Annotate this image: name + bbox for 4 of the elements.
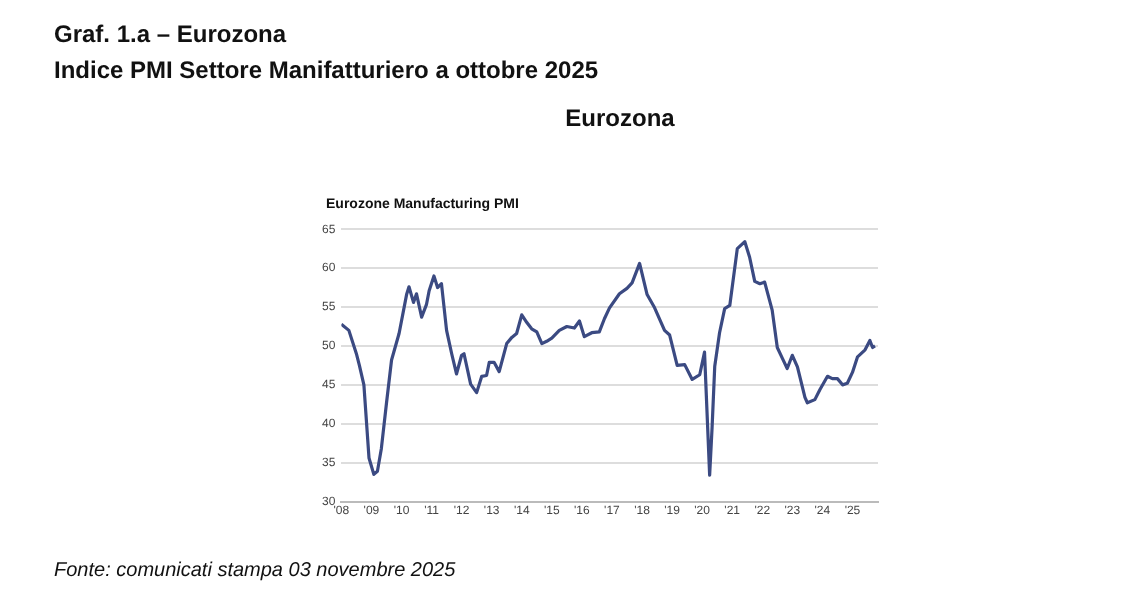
source-note: Fonte: comunicati stampa 03 novembre 2025: [54, 560, 456, 582]
chart-title: Graf. 1.a – Eurozona: [54, 20, 287, 48]
chart-subtitle: Indice PMI Settore Manifatturiero a ottobre 2025: [54, 56, 599, 84]
text: Eurozona: [563, 104, 677, 132]
